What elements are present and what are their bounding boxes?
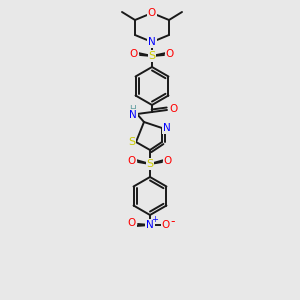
Text: -: - [171, 215, 175, 229]
Text: O: O [162, 220, 170, 230]
Text: N: N [129, 110, 137, 120]
Text: O: O [148, 8, 156, 18]
Text: O: O [169, 104, 177, 114]
Text: H: H [130, 104, 136, 113]
Text: S: S [128, 137, 136, 147]
Text: N: N [163, 123, 171, 133]
Text: N: N [146, 220, 154, 230]
Text: O: O [130, 49, 138, 59]
Text: O: O [128, 156, 136, 166]
Text: S: S [146, 159, 154, 169]
Text: N: N [148, 37, 156, 47]
Text: O: O [166, 49, 174, 59]
Text: S: S [148, 51, 156, 61]
Text: +: + [152, 214, 158, 224]
Text: O: O [128, 218, 136, 228]
Text: O: O [164, 156, 172, 166]
